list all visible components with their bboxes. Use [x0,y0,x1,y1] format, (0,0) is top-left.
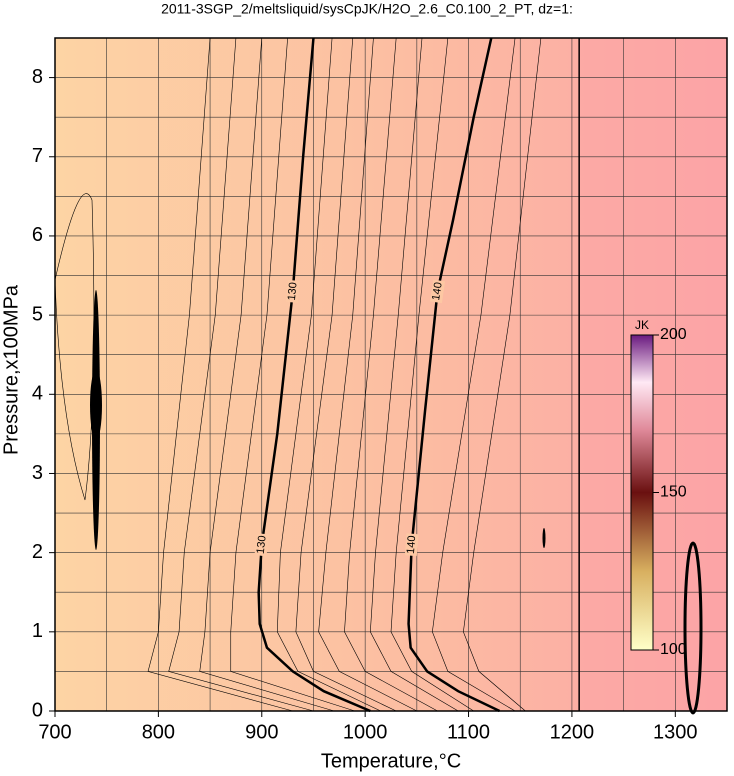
contour-line [295,37,397,712]
contour-label: 130 [255,535,269,555]
contour-line [390,37,474,712]
colorbar [630,334,654,651]
dense-contours [542,528,546,548]
y-tick-label: 4 [32,383,43,405]
contour-line [54,193,95,501]
dense-contours [683,541,703,715]
x-tick-label: 800 [142,721,175,743]
y-tick-label: 7 [32,145,43,167]
contour-label-bg [285,279,300,303]
contour-line [463,37,542,712]
contour-line [318,37,417,712]
x-tick-label: 900 [245,721,278,743]
x-axis-label: Temperature,°C [321,750,461,772]
y-tick-label: 6 [32,224,43,246]
colorbar-tick-label: 200 [660,326,687,343]
y-axis-label: Pressure,x100MPa [0,284,22,455]
contour-label-bg [254,533,270,557]
contour-line [344,37,438,712]
contour-line [168,37,314,712]
colorbar-tick-label: 100 [660,641,687,658]
contour-line [257,37,371,713]
x-tick-label: 1200 [550,721,595,743]
x-tick-label: 1100 [447,721,490,743]
y-tick-label: 8 [32,66,43,88]
chart-title: 2011-3SGP_2/meltsliquid/sysCpJK/H2O_2.6_… [161,1,573,17]
y-tick-label: 0 [32,699,43,721]
contour-line [230,37,355,712]
contour-line [199,37,335,712]
contour-line [370,37,459,712]
contour-label-bg [404,533,419,557]
y-tick-label: 5 [32,303,43,325]
y-tick-label: 1 [32,620,43,642]
contour-label: 140 [430,281,445,301]
y-tick-label: 2 [32,541,43,563]
contour-line [276,37,381,712]
plot-frame [54,37,728,712]
contour-line [432,37,516,712]
contour-label: 130 [286,282,300,301]
dense-contours [90,370,102,440]
contour-label-bg [429,279,446,304]
x-tick-label: 1300 [653,721,698,743]
colorbar-label: JK [635,318,649,332]
contour-line [147,37,293,712]
y-tick-label: 3 [32,462,43,484]
x-tick-label: 1000 [343,721,388,743]
colorbar-tick-label: 150 [660,484,687,501]
x-tick-label: 700 [38,721,71,743]
contour-label: 140 [405,535,418,554]
